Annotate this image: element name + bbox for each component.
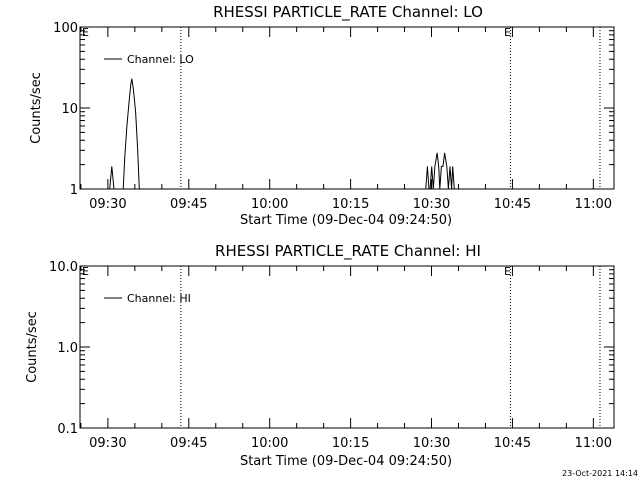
legend-label-hi: Channel: HI bbox=[127, 292, 191, 305]
x-tick-label: 10:45 bbox=[494, 436, 531, 451]
series-line-lo bbox=[109, 166, 115, 190]
x-tick-label: 10:15 bbox=[332, 436, 369, 451]
x-tick-label: 09:30 bbox=[89, 197, 126, 212]
x-tick-label: 09:30 bbox=[89, 436, 126, 451]
y-tick-label: 10.0 bbox=[49, 260, 78, 275]
x-tick-label: 11:00 bbox=[575, 197, 612, 212]
y-tick-label: 10 bbox=[61, 102, 78, 117]
x-ticks-hi: 09:30 09:45 10:00 10:15 10:30 10:45 11:00 bbox=[80, 266, 612, 451]
legend-label-lo: Channel: LO bbox=[127, 53, 194, 66]
x-tick-label: 10:00 bbox=[251, 197, 288, 212]
x-tick-label: 10:30 bbox=[413, 197, 450, 212]
x-tick-label: 10:15 bbox=[332, 197, 369, 212]
y-tick-label: 100 bbox=[53, 21, 78, 36]
y-tick-label: 0.1 bbox=[57, 422, 78, 437]
x-tick-label: 10:45 bbox=[494, 197, 531, 212]
flag-right-hi: E bbox=[504, 265, 511, 278]
x-tick-label: 10:00 bbox=[251, 436, 288, 451]
x-tick-label: 09:45 bbox=[170, 436, 207, 451]
y-tick-label: 1 bbox=[70, 183, 78, 198]
plot-frame-lo bbox=[79, 26, 615, 190]
panel-hi: RHESSI PARTICLE_RATE Channel: HI 0.1 1.0 1… bbox=[25, 242, 615, 469]
flag-left-lo: E bbox=[82, 26, 89, 39]
vlines-hi bbox=[180, 266, 601, 428]
chart-title-lo: RHESSI PARTICLE_RATE Channel: LO bbox=[213, 3, 483, 22]
series-lo bbox=[109, 78, 455, 190]
flag-left-hi: E bbox=[82, 265, 89, 278]
x-tick-label: 10:30 bbox=[413, 436, 450, 451]
vlines-lo bbox=[180, 27, 601, 189]
plot-frame-hi bbox=[79, 265, 615, 429]
y-axis-label-hi: Counts/sec bbox=[25, 311, 40, 383]
x-axis-label-hi: Start Time (09-Dec-04 09:24:50) bbox=[240, 454, 452, 469]
y-ticks-hi: 0.1 1.0 10.0 bbox=[49, 260, 614, 437]
x-tick-label: 09:45 bbox=[170, 197, 207, 212]
x-axis-label-lo: Start Time (09-Dec-04 09:24:50) bbox=[240, 213, 452, 228]
timestamp: 23-Oct-2021 14:14 bbox=[562, 469, 638, 478]
chart-title-hi: RHESSI PARTICLE_RATE Channel: HI bbox=[215, 242, 481, 261]
flag-right-lo: E bbox=[504, 26, 511, 39]
series-line-lo bbox=[425, 152, 455, 190]
x-tick-label: 11:00 bbox=[575, 436, 612, 451]
x-ticks-lo: 09:30 09:45 10:00 10:15 10:30 10:45 11:00 bbox=[80, 27, 612, 212]
y-axis-label-lo: Counts/sec bbox=[29, 72, 44, 144]
panel-lo: RHESSI PARTICLE_RATE Channel: LO 110100 … bbox=[29, 3, 615, 228]
y-ticks-lo: 1 10 100 bbox=[53, 21, 614, 198]
y-tick-label: 1.0 bbox=[57, 341, 78, 356]
series-line-lo bbox=[122, 78, 140, 190]
